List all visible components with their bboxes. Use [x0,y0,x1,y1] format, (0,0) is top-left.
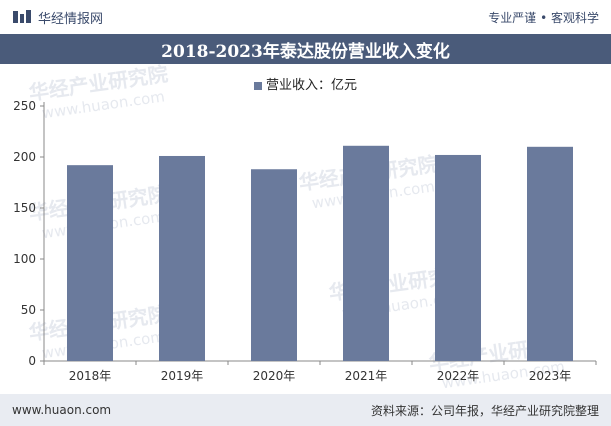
y-tick-label: 200 [13,150,36,164]
y-tick-label: 50 [21,303,36,317]
y-tick-label: 250 [13,99,36,113]
x-tick-label: 2019年 [161,369,204,383]
bar [343,145,389,361]
bar [251,169,297,361]
y-tick-label: 0 [28,354,36,368]
footer-url[interactable]: www.huaon.com [12,403,112,417]
x-tick-label: 2018年 [69,369,112,383]
bar [527,146,573,361]
legend-label: 营业收入：亿元 [265,78,357,93]
x-tick-label: 2021年 [345,369,388,383]
header: 华经情报网 专业严谨 • 客观科学 [0,0,611,34]
x-tick-label: 2020年 [253,369,296,383]
footer: www.huaon.com 资料来源：公司年报，华经产业研究院整理 [0,394,611,426]
logo-icon [13,10,31,23]
legend: 营业收入：亿元 [0,74,611,93]
title-bar: 2018-2023年泰达股份营业收入变化 [0,34,611,64]
x-tick-label: 2022年 [437,369,480,383]
footer-source: 资料来源：公司年报，华经产业研究院整理 [370,403,599,418]
bar [159,155,205,361]
bar [67,165,113,361]
x-tick-label: 2023年 [529,369,572,383]
brand-name: 华经情报网 [38,11,104,27]
tagline: 专业严谨 • 客观科学 [488,10,599,25]
y-tick-label: 150 [13,201,36,215]
y-tick-label: 100 [13,252,36,266]
brand: 华经情报网 [12,8,103,27]
chart-title: 2018-2023年泰达股份营业收入变化 [161,41,450,62]
bar [435,154,481,361]
legend-swatch [253,81,262,90]
